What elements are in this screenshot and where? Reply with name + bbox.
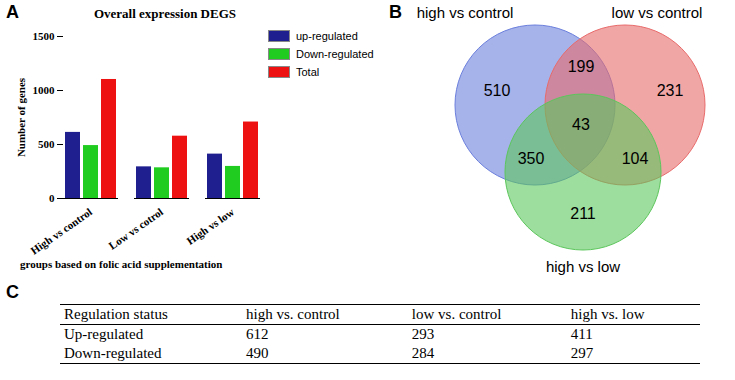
html-text:high vs. control: high vs. control [246,306,340,322]
html-text:612: 612 [246,326,269,342]
svg-text:1000: 1000 [33,84,56,96]
svg-text:510: 510 [484,82,511,99]
svg-text:Number of genes: Number of genes [15,77,27,157]
html-text:B: B [389,2,402,22]
html-text:Total: Total [296,66,320,78]
svg-text:Low vs cotrol: Low vs cotrol [106,205,165,251]
html-text:Down-regulated: Down-regulated [64,345,162,361]
svg-text:High vs low: High vs low [184,205,236,246]
html-text:411: 411 [570,326,593,342]
svg-text:low vs control: low vs control [612,4,703,21]
html-text:Overall expression DEGS: Overall expression DEGS [94,6,236,21]
svg-text:350: 350 [518,150,545,167]
html-text:C: C [6,282,19,302]
svg-text:high vs control: high vs control [417,4,514,21]
svg-text:211: 211 [570,205,596,222]
html-text:Down-regulated: Down-regulated [296,48,374,60]
html-text:Up-regulated: Up-regulated [64,326,144,342]
svg-text:104: 104 [622,150,649,167]
svg-text:231: 231 [657,82,684,99]
html-text:297: 297 [570,345,594,361]
html-text:A: A [6,2,19,22]
html-text:up-regulated: up-regulated [296,30,358,42]
html-text:Regulation status: Regulation status [64,306,168,322]
html-text:293: 293 [411,326,435,342]
html-text:284: 284 [411,345,435,361]
svg-text:199: 199 [568,58,595,75]
html-text:490: 490 [246,345,269,361]
html-text:low vs. control: low vs. control [411,306,502,322]
html-text:groups based on folic acid sup: groups based on folic acid supplementati… [20,258,223,270]
svg-text:500: 500 [38,138,55,150]
svg-text:0: 0 [49,192,55,204]
html-text:high vs. low: high vs. low [570,306,645,322]
svg-text:1500: 1500 [33,30,56,42]
svg-text:high vs low: high vs low [546,258,620,275]
svg-text:43: 43 [572,116,590,133]
svg-text:High vs control: High vs control [28,205,94,256]
